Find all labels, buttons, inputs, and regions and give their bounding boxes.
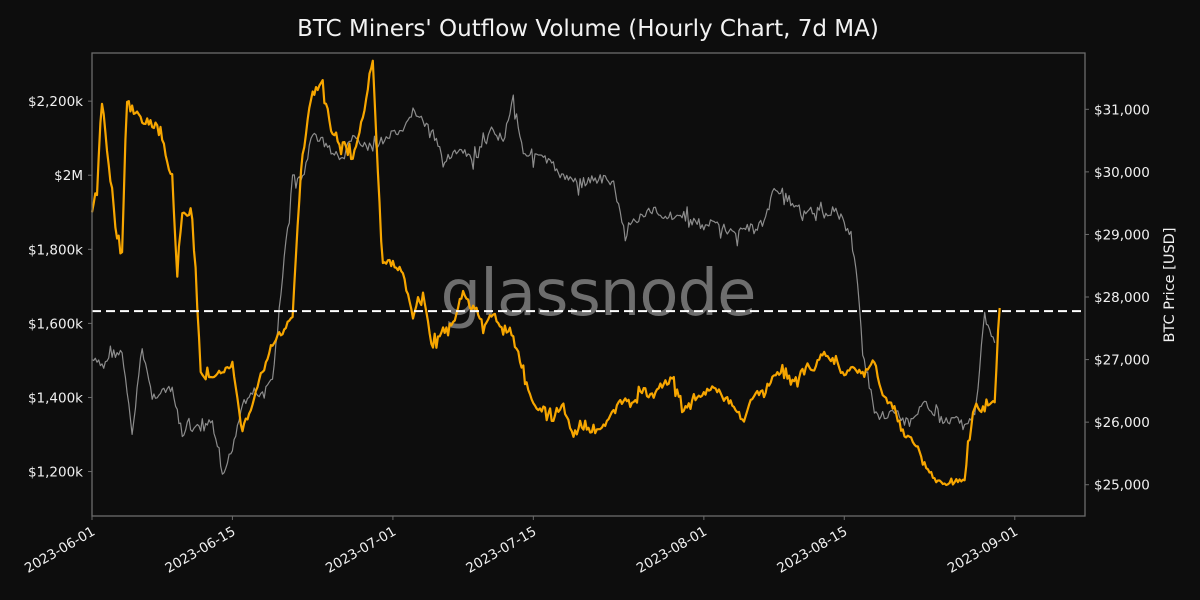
glassnode-watermark: glassnode (440, 257, 755, 331)
left-tick-label: $1,400k (28, 390, 83, 406)
watermark: glassnode (440, 257, 756, 331)
right-tick-label: $27,000 (1094, 353, 1150, 369)
left-tick-label: $1,600k (28, 316, 83, 332)
plot-frame (91, 52, 1086, 517)
right-tick-label: $30,000 (1094, 165, 1150, 181)
price-series (91, 94, 996, 475)
miners-outflow-line (90, 59, 1001, 487)
right-tick-label: $28,000 (1094, 290, 1150, 306)
x-tick-label: 2023-08-01 (634, 524, 710, 577)
left-tick-label: $2M (54, 168, 83, 184)
left-tick-label: $2,200k (28, 94, 83, 110)
x-tick-label: 2023-07-15 (463, 524, 539, 577)
x-tick-label: 2023-09-01 (945, 524, 1021, 577)
x-tick-label: 2023-08-15 (774, 524, 850, 577)
right-tick-label: $31,000 (1094, 102, 1150, 118)
right-y-axis: $31,000 $30,000 $29,000 $28,000 $27,000 $26,0… (1085, 102, 1150, 494)
right-tick-label: $26,000 (1094, 415, 1150, 431)
right-axis-label: BTC Price [USD] (1162, 228, 1178, 343)
x-axis: 2023-06-01 2023-06-15 2023-07-01 2023-07-15… (22, 516, 1021, 577)
right-tick-label: $29,000 (1094, 227, 1150, 243)
right-tick-label: $25,000 (1094, 478, 1150, 494)
x-tick-label: 2023-07-01 (323, 524, 399, 577)
chart-title: BTC Miners' Outflow Volume (Hourly Chart… (297, 16, 879, 42)
x-tick-label: 2023-06-01 (22, 524, 98, 577)
btc-price-line (91, 94, 996, 475)
x-tick-label: 2023-06-15 (162, 524, 238, 577)
outflow-series (90, 59, 1001, 487)
left-y-axis: $2,200k $2M $1,800k $1,600k $1,400k $1,200k (28, 94, 92, 481)
left-tick-label: $1,200k (28, 465, 83, 481)
left-tick-label: $1,800k (28, 242, 83, 258)
